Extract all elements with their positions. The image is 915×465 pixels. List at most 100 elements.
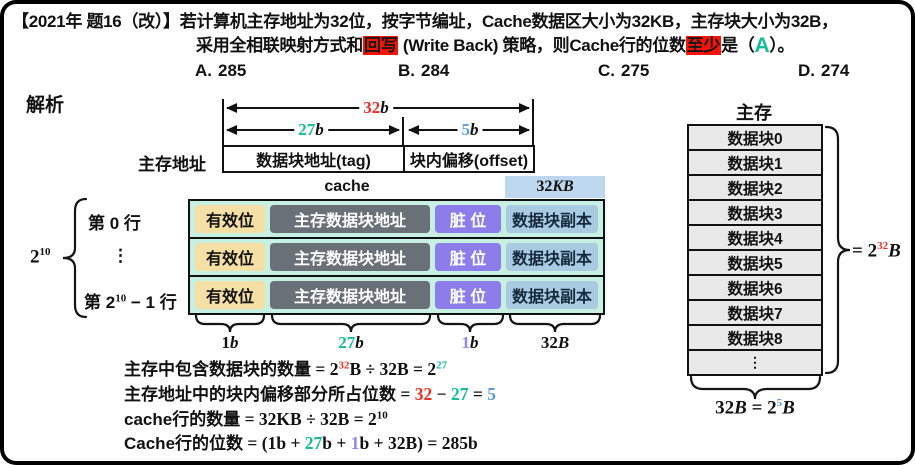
total-bits-unit: b (380, 98, 389, 117)
underbrace-tag (270, 313, 432, 333)
memory-total-size-label: = 232B (852, 240, 901, 262)
memory-block-3: 数据块3 (689, 201, 821, 226)
memory-block-2: 数据块2 (689, 176, 821, 201)
valid-bit-cell: 有效位 (195, 243, 265, 271)
option-c-value: 275 (621, 61, 650, 80)
cache-row-label-last-pre: 第 2 (84, 293, 116, 312)
tag-width-num: 27 (338, 333, 356, 352)
formula-line-bits: Cache行的位数 = (1b + 27b + 1b + 32B) = 285b (124, 429, 478, 454)
memory-block-size-label: 32B = 25B (715, 397, 795, 419)
memory-block-5: 数据块5 (689, 251, 821, 276)
underbrace-dirty (436, 313, 505, 333)
cache-row-2: 有效位 主存数据块地址 脏 位 数据块副本 (190, 275, 603, 313)
cache-rows-ellipsis: ⋮ (112, 246, 129, 265)
memory-block-7: 数据块7 (689, 301, 821, 326)
block-copy-cell: 数据块副本 (506, 205, 598, 233)
memory-total-brace (824, 125, 851, 375)
tag-cell: 主存数据块地址 (270, 205, 430, 233)
formula3-math: = 32KB ÷ 32B = 2 (240, 409, 377, 429)
total-bits-label: 32b (359, 98, 393, 118)
memory-block-1: 数据块1 (689, 151, 821, 176)
option-b-label: B. (398, 61, 415, 80)
offset-bits-unit: b (470, 120, 479, 139)
option-b: B. 284 (398, 61, 449, 81)
memory-block-size-num: 32 (715, 397, 735, 419)
address-tag-cell: 数据块地址(tag) (256, 153, 371, 170)
memory-block-size-eq: = 2 (746, 397, 777, 419)
valid-width-num: 1 (221, 333, 231, 352)
memory-block-0: 数据块0 (689, 126, 821, 151)
formula2-num-32: 32 (414, 384, 433, 404)
formula1-text: 主存中包含数据块的数量 (124, 360, 311, 379)
block-copy-cell: 数据块副本 (506, 281, 598, 309)
underbrace-copy (508, 313, 602, 333)
cache-row-0: 有效位 主存数据块地址 脏 位 数据块副本 (190, 201, 603, 237)
memory-table: 数据块0 数据块1 数据块2 数据块3 数据块4 数据块5 数据块6 数据块7 … (687, 124, 823, 376)
question-line1: 【2021年 题16（改）】若计算机主存地址为32位，按字节编址，Cache数据… (12, 12, 838, 31)
address-offset-cell: 块内偏移(offset) (403, 147, 533, 171)
offset-bits-label: 5b (457, 120, 483, 140)
formula-block-count: 主存中包含数据块的数量 = 232B ÷ 32B = 227 (124, 355, 447, 380)
copy-width-unit: B (557, 333, 570, 352)
cache-row-label-last: 第 210 − 1 行 (84, 288, 177, 313)
formula2-eq1: = (396, 384, 415, 404)
block-copy-cell: 数据块副本 (506, 243, 598, 271)
tag-bits-label: 27b (294, 120, 328, 140)
memory-title: 主存 (736, 103, 772, 123)
cache-row-1: 有效位 主存数据块地址 脏 位 数据块副本 (190, 237, 603, 275)
tag-width-label: 27b (338, 333, 364, 353)
memory-total-eq: = 2 (852, 240, 878, 262)
formula1-math2: B ÷ 32B = 2 (349, 359, 437, 379)
valid-bit-cell: 有效位 (195, 281, 265, 309)
dirty-bit-cell: 脏 位 (435, 243, 501, 271)
tag-bits-num: 27 (298, 120, 316, 139)
dirty-width-unit: b (470, 333, 479, 352)
formula2-minus: − (432, 384, 451, 404)
formula2-eq2: = (468, 384, 488, 404)
valid-bit-cell: 有效位 (195, 205, 265, 233)
memory-total-exp: 32 (877, 240, 889, 252)
question-line2: 采用全相联映射方式和回写 (Write Back) 策略，则Cache行的位数至… (196, 31, 795, 58)
formula3-exp-10: 10 (376, 409, 388, 422)
question-line2-prefix: 采用全相联映射方式和 (196, 36, 363, 55)
option-b-value: 284 (421, 61, 450, 80)
formula2-num-27: 27 (450, 384, 469, 404)
option-a: A. 285 (195, 61, 246, 81)
total-bits-num: 32 (363, 98, 381, 117)
memory-block-size-unit2: B (782, 397, 795, 419)
tag-cell: 主存数据块地址 (270, 281, 430, 309)
formula4-text: 行的位数 (175, 434, 244, 453)
cache-size-num: 32 (536, 178, 553, 195)
memory-ellipsis-row: ⋮ (748, 354, 762, 370)
formula4-math2: b + (322, 433, 351, 453)
memory-block-4: 数据块4 (689, 226, 821, 251)
formula-offset-bits: 主存地址中的块内偏移部分所占位数 = 32 − 27 = 5 (124, 380, 496, 405)
memory-block-6: 数据块6 (689, 276, 821, 301)
memory-block-size-exp: 5 (776, 397, 783, 409)
writeback-highlight: 回写 (363, 36, 399, 55)
formula4-num-27: 27 (304, 433, 323, 453)
cache-title: cache (324, 178, 370, 195)
formula1-exp-32: 32 (338, 359, 350, 372)
copy-width-num: 32 (540, 333, 558, 352)
valid-width-unit: b (230, 333, 239, 352)
formula3-pre: cache (124, 410, 173, 429)
dirty-bit-cell: 脏 位 (435, 281, 501, 309)
formula3-text: 行的数量 (172, 410, 241, 429)
cache-row-label-last-exp: 10 (115, 292, 127, 305)
option-d: D. 274 (798, 61, 849, 81)
option-d-value: 274 (821, 61, 850, 80)
cache-row-count-exp: 10 (39, 246, 51, 258)
address-diagram-label: 主存地址 (138, 155, 206, 174)
underbrace-valid (194, 313, 266, 333)
option-a-label: A. (195, 61, 212, 80)
memory-block-8: 数据块8 (689, 326, 821, 351)
formula4-num-1: 1 (350, 433, 360, 453)
question-line2-before-answer: 是（ (721, 36, 755, 55)
question-line2-mid: (Write Back) 策略，则Cache行的位数 (398, 36, 686, 55)
question-line2-end: ）。 (769, 36, 795, 55)
option-d-label: D. (798, 61, 815, 80)
option-a-value: 285 (218, 61, 247, 80)
cache-row-label-last-post: − 1 行 (126, 293, 177, 312)
dirty-width-label: 1b (462, 333, 479, 353)
